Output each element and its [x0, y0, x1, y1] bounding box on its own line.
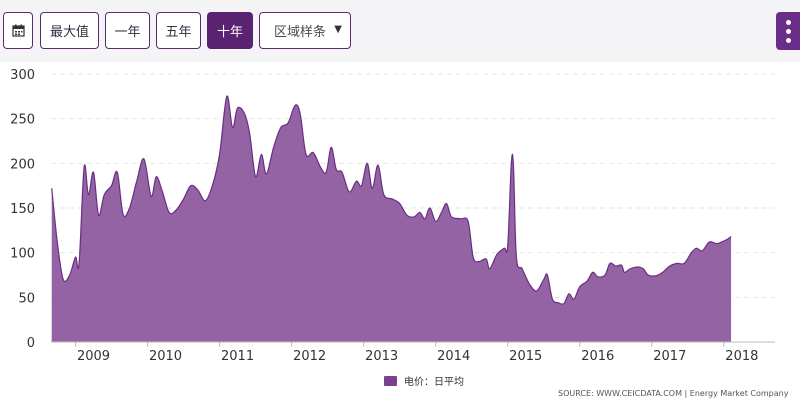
x-tick-label: 2011: [221, 349, 254, 364]
x-tick-label: 2016: [581, 349, 614, 364]
chart-type-select-value: 区域样条: [274, 25, 327, 40]
x-tick-label: 2018: [725, 349, 758, 364]
x-tick-label: 2009: [77, 349, 110, 364]
y-axis-ticks: 0 50 100 150 200 250 300: [10, 68, 35, 351]
x-tick-label: 2014: [437, 349, 470, 364]
y-tick-label: 250: [10, 113, 35, 128]
calendar-button[interactable]: [3, 12, 33, 49]
ten-year-button[interactable]: 十年: [207, 12, 253, 49]
max-range-button[interactable]: 最大值: [40, 12, 99, 49]
source-credit: SOURCE: WWW.CEICDATA.COM | Energy Market…: [558, 389, 789, 398]
chart-menu-button[interactable]: [776, 12, 800, 50]
x-tick-label: 2015: [509, 349, 542, 364]
x-tick-label: 2012: [293, 349, 326, 364]
five-year-button[interactable]: 五年: [156, 12, 201, 49]
area-fill: [51, 95, 732, 342]
y-tick-label: 150: [10, 202, 35, 217]
legend[interactable]: 电价：日平均: [384, 375, 464, 388]
y-tick-label: 0: [27, 336, 35, 351]
x-tick-label: 2013: [365, 349, 398, 364]
one-year-button[interactable]: 一年: [105, 12, 150, 49]
calendar-icon: [11, 24, 25, 37]
y-tick-label: 50: [18, 291, 35, 306]
y-tick-label: 100: [10, 247, 35, 262]
x-tick-label: 2017: [653, 349, 686, 364]
y-tick-label: 300: [10, 68, 35, 83]
series-line: [51, 95, 732, 305]
x-tick-label: 2010: [149, 349, 182, 364]
y-tick-label: 200: [10, 157, 35, 172]
chart-type-select[interactable]: 区域样条 ▼: [259, 12, 351, 49]
vertical-dots-icon: [785, 19, 791, 25]
legend-label: 电价：日平均: [404, 375, 464, 388]
chart-panel: 0 50 100 150 200 250 300 2009 2010 2011 2012 2013 2…: [0, 62, 800, 402]
chart-toolbar: 最大值 一年 五年 十年 区域样条 ▼: [0, 0, 800, 62]
x-axis-ticks: 2009 2010 2011 2012 2013 2014 2015 2016 2017 2018: [51, 341, 775, 364]
legend-swatch: [384, 376, 397, 386]
select-caret-icon: ▼: [334, 24, 342, 35]
area-series: [51, 95, 732, 342]
